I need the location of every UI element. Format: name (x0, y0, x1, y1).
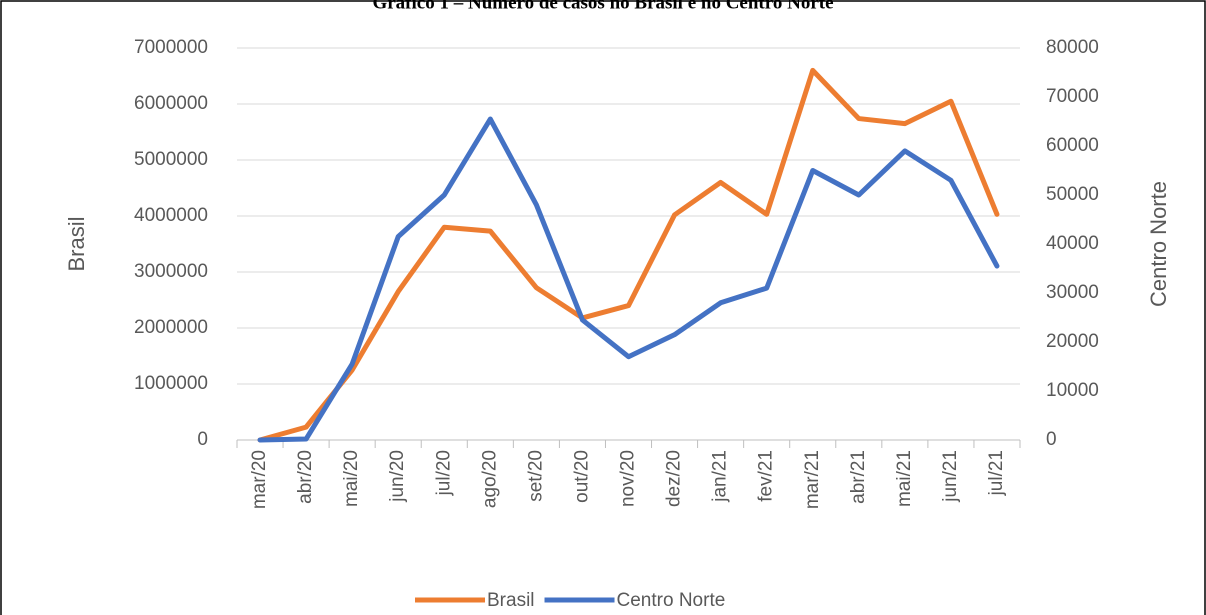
y2-tick-label: 0 (1046, 429, 1057, 450)
y2-tick-label: 80000 (1046, 37, 1099, 58)
x-tick-label: mai/20 (341, 450, 362, 507)
legend-label: Centro Norte (617, 590, 726, 611)
y2-axis-title: Centro Norte (1146, 181, 1171, 307)
x-tick-label: mai/21 (894, 450, 915, 507)
x-tick-label: jun/20 (387, 450, 408, 503)
y-tick-label: 6000000 (134, 93, 208, 114)
y-tick-label: 3000000 (134, 261, 208, 282)
x-tick-label: mar/20 (249, 450, 270, 509)
x-tick-label: mar/21 (802, 450, 823, 509)
y2-tick-label: 20000 (1046, 331, 1099, 352)
x-tick-label: set/20 (525, 450, 546, 502)
x-tick-label: abr/21 (848, 450, 869, 504)
chart-title: Gráfico 1 – Número de casos no Brasil e … (372, 0, 833, 13)
x-tick-label: nov/20 (618, 450, 639, 507)
y2-tick-label: 40000 (1046, 233, 1099, 254)
y-tick-label: 1000000 (134, 373, 208, 394)
y2-tick-label: 60000 (1046, 135, 1099, 156)
y2-tick-label: 30000 (1046, 282, 1099, 303)
x-tick-label: jul/21 (986, 450, 1007, 496)
x-tick-label: jun/21 (940, 450, 961, 503)
y-tick-label: 2000000 (134, 317, 208, 338)
x-tick-label: dez/20 (664, 450, 685, 507)
x-tick-label: out/20 (571, 450, 592, 503)
y-axis-title: Brasil (64, 216, 89, 271)
y-tick-label: 4000000 (134, 205, 208, 226)
series-line (257, 67, 1000, 443)
y2-tick-label: 70000 (1046, 86, 1099, 107)
y-tick-label: 5000000 (134, 149, 208, 170)
x-tick-label: abr/20 (295, 450, 316, 504)
y-tick-label: 7000000 (134, 37, 208, 58)
series-line (257, 116, 1000, 443)
y-tick-label: 0 (197, 429, 208, 450)
y2-tick-label: 50000 (1046, 184, 1099, 205)
x-tick-label: jan/21 (710, 450, 731, 503)
y2-tick-label: 10000 (1046, 380, 1099, 401)
x-tick-label: fev/21 (756, 450, 777, 502)
x-tick-label: jul/20 (433, 450, 454, 496)
legend-label: Brasil (487, 590, 535, 611)
x-tick-label: ago/20 (479, 450, 500, 508)
